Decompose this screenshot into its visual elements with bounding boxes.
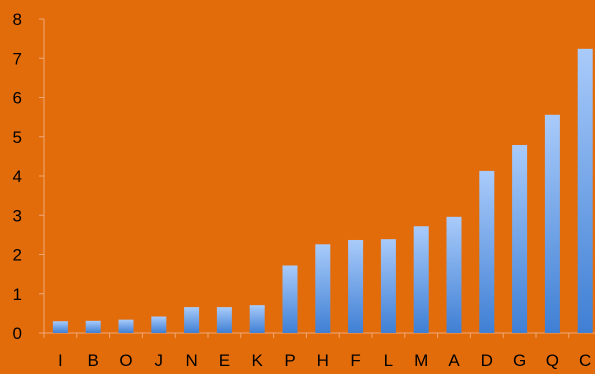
- bar-P: [282, 265, 298, 333]
- bar-E: [216, 307, 232, 333]
- bar-A: [446, 216, 462, 333]
- bar-I: [52, 321, 68, 333]
- x-tick-label: F: [350, 351, 360, 370]
- x-tick-label: Q: [546, 351, 559, 370]
- bar-N: [184, 307, 200, 333]
- x-tick-label: J: [155, 351, 164, 370]
- bar-B: [85, 320, 101, 333]
- bars: [52, 48, 593, 334]
- x-tick-label: A: [448, 351, 460, 370]
- x-tick-label: H: [317, 351, 329, 370]
- x-tick-label: M: [414, 351, 428, 370]
- y-tick-label: 4: [13, 167, 22, 186]
- bar-M: [413, 226, 429, 333]
- x-tick-label: N: [185, 351, 197, 370]
- bar-J: [151, 316, 167, 333]
- x-tick-label: E: [219, 351, 230, 370]
- y-tick-label: 8: [13, 10, 22, 29]
- x-tick-label: K: [252, 351, 264, 370]
- y-tick-label: 2: [13, 246, 22, 265]
- bar-K: [249, 305, 265, 333]
- y-tick-label: 1: [13, 285, 22, 304]
- y-tick-label: 5: [13, 128, 22, 147]
- y-tick-label: 0: [13, 324, 22, 343]
- x-tick-label: G: [513, 351, 526, 370]
- bar-D: [479, 170, 495, 333]
- x-tick-label: P: [284, 351, 295, 370]
- bar-C: [577, 48, 593, 334]
- bar-L: [380, 239, 396, 333]
- y-tick-label: 6: [13, 89, 22, 108]
- bar-Q: [544, 114, 560, 334]
- x-tick-label: O: [119, 351, 132, 370]
- x-tick-label: B: [88, 351, 99, 370]
- bar-F: [348, 239, 364, 333]
- bar-O: [118, 319, 134, 333]
- y-axis: 0 1 2 3 4 5 6 7 8: [13, 10, 45, 343]
- bar-G: [512, 144, 528, 333]
- x-tick-label: L: [384, 351, 393, 370]
- x-tick-label: I: [58, 351, 63, 370]
- y-tick-label: 7: [13, 49, 22, 68]
- bar-H: [315, 244, 331, 333]
- x-tick-label: C: [579, 351, 591, 370]
- x-tick-label: D: [481, 351, 493, 370]
- y-tick-label: 3: [13, 206, 22, 225]
